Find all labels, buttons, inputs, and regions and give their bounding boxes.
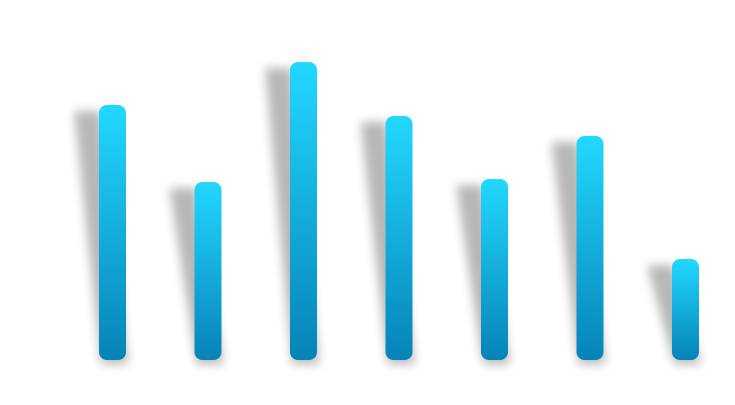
bar <box>194 182 222 360</box>
bar <box>99 105 126 360</box>
bars <box>99 62 699 360</box>
bar <box>672 259 699 360</box>
bar <box>481 179 508 360</box>
bar <box>290 62 317 360</box>
bar <box>576 136 604 360</box>
bar <box>385 116 413 360</box>
